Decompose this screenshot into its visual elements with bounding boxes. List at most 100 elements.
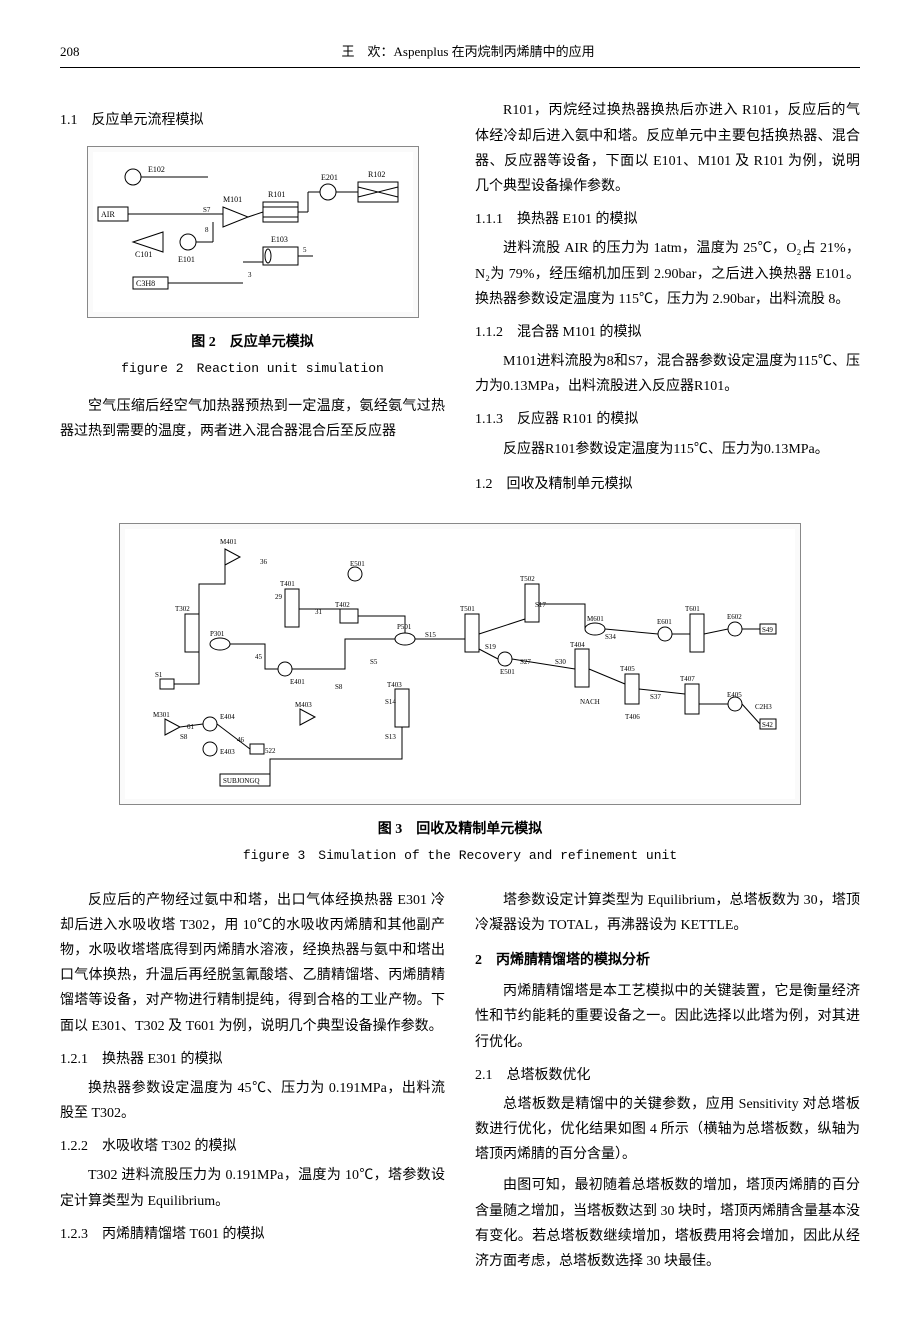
svg-text:31: 31 xyxy=(315,608,323,616)
svg-text:E401: E401 xyxy=(290,678,305,686)
right-col-top: R101，丙烷经过换热器换热后亦进入 R101，反应后的气体经冷却后进入氨中和塔… xyxy=(475,98,860,503)
svg-text:R102: R102 xyxy=(368,170,385,179)
svg-text:T501: T501 xyxy=(460,605,475,613)
header-spacer xyxy=(857,40,860,63)
svg-text:S30: S30 xyxy=(555,658,566,666)
bottom-columns: 反应后的产物经过氨中和塔，出口气体经换热器 E301 冷却后进入水吸收塔 T30… xyxy=(60,888,860,1281)
section-1-1-3: 1.1.3 反应器 R101 的模拟 xyxy=(475,407,860,432)
svg-text:S42: S42 xyxy=(762,721,773,729)
svg-text:P301: P301 xyxy=(210,630,225,638)
svg-text:E101: E101 xyxy=(178,255,195,264)
svg-text:S13: S13 xyxy=(385,733,396,741)
p-1-2-1: 换热器参数设定温度为 45℃、压力为 0.191MPa，出料流股至 T302。 xyxy=(60,1076,445,1126)
right-col-bottom: 塔参数设定计算类型为 Equilibrium，总塔板数为 30，塔顶冷凝器设为 … xyxy=(475,888,860,1281)
svg-text:M601: M601 xyxy=(587,615,604,623)
fig3-svg: M401 T302 P301 S1 M301 S8 61 E404 E403 4… xyxy=(125,529,795,799)
svg-text:C2H3: C2H3 xyxy=(755,703,772,711)
section-1-1-1: 1.1.1 换热器 E101 的模拟 xyxy=(475,207,860,232)
svg-text:8: 8 xyxy=(205,226,209,234)
svg-text:522: 522 xyxy=(265,747,276,755)
svg-text:T407: T407 xyxy=(680,675,695,683)
svg-text:S17: S17 xyxy=(535,601,546,609)
svg-text:T402: T402 xyxy=(335,601,350,609)
svg-text:S8: S8 xyxy=(335,683,343,691)
svg-text:E501: E501 xyxy=(500,668,515,676)
svg-text:S37: S37 xyxy=(650,693,661,701)
svg-text:M301: M301 xyxy=(153,711,170,719)
svg-text:E404: E404 xyxy=(220,713,235,721)
svg-text:T404: T404 xyxy=(570,641,585,649)
p-2-1a: 总塔板数是精馏中的关键参数，应用 Sensitivity 对总塔板数进行优化，优… xyxy=(475,1092,860,1168)
svg-text:T401: T401 xyxy=(280,580,295,588)
svg-text:NACH: NACH xyxy=(580,698,600,706)
svg-text:S1: S1 xyxy=(155,671,163,679)
svg-text:M401: M401 xyxy=(220,538,237,546)
figure-3-block: M401 T302 P301 S1 M301 S8 61 E404 E403 4… xyxy=(60,523,860,868)
svg-text:C101: C101 xyxy=(135,250,152,259)
p-1-1-3: 反应器R101参数设定温度为115℃、压力为0.13MPa。 xyxy=(475,437,860,462)
svg-text:T403: T403 xyxy=(387,681,402,689)
section-1-2: 1.2 回收及精制单元模拟 xyxy=(475,472,860,497)
svg-text:M101: M101 xyxy=(223,195,242,204)
svg-text:S49: S49 xyxy=(762,626,773,634)
svg-text:AIR: AIR xyxy=(101,210,115,219)
svg-text:3: 3 xyxy=(248,271,252,279)
figure-3-diagram: M401 T302 P301 S1 M301 S8 61 E404 E403 4… xyxy=(119,523,801,805)
svg-text:S27: S27 xyxy=(520,658,531,666)
svg-text:46: 46 xyxy=(237,736,245,744)
svg-text:T502: T502 xyxy=(520,575,535,583)
section-2-1: 2.1 总塔板数优化 xyxy=(475,1063,860,1088)
p-1-2-2: T302 进料流股压力为 0.191MPa，温度为 10℃，塔参数设定计算类型为… xyxy=(60,1163,445,1213)
section-1-2-3: 1.2.3 丙烯腈精馏塔 T601 的模拟 xyxy=(60,1222,445,1247)
fig2-caption-en: figure 2 Reaction unit simulation xyxy=(60,357,445,380)
svg-text:45: 45 xyxy=(255,653,263,661)
svg-text:T405: T405 xyxy=(620,665,635,673)
page-header: 208 王 欢：Aspenplus 在丙烷制丙烯腈中的应用 xyxy=(60,40,860,68)
fig2-svg: E102 AIR C101 E101 C3H8 M101 R101 E103 xyxy=(93,152,413,312)
svg-text:M403: M403 xyxy=(295,701,312,709)
left-col-bottom: 反应后的产物经过氨中和塔，出口气体经换热器 E301 冷却后进入水吸收塔 T30… xyxy=(60,888,445,1281)
section-1-1-2: 1.1.2 混合器 M101 的模拟 xyxy=(475,320,860,345)
svg-text:S15: S15 xyxy=(425,631,436,639)
section-1-1: 1.1 反应单元流程模拟 xyxy=(60,108,445,133)
svg-text:C3H8: C3H8 xyxy=(136,279,155,288)
svg-text:S19: S19 xyxy=(485,643,496,651)
svg-text:S7: S7 xyxy=(203,206,211,214)
svg-text:T302: T302 xyxy=(175,605,190,613)
svg-text:SUBJONGQ: SUBJONGQ xyxy=(223,777,260,785)
p-1-2-3: 塔参数设定计算类型为 Equilibrium，总塔板数为 30，塔顶冷凝器设为 … xyxy=(475,888,860,938)
running-title: 王 欢：Aspenplus 在丙烷制丙烯腈中的应用 xyxy=(342,40,595,63)
fig3-caption-cn: 图 3 回收及精制单元模拟 xyxy=(60,817,860,842)
svg-text:T601: T601 xyxy=(685,605,700,613)
svg-text:5: 5 xyxy=(303,246,307,254)
svg-text:E201: E201 xyxy=(321,173,338,182)
left-bottom-para1: 反应后的产物经过氨中和塔，出口气体经换热器 E301 冷却后进入水吸收塔 T30… xyxy=(60,888,445,1039)
svg-text:P501: P501 xyxy=(397,623,412,631)
svg-text:T406: T406 xyxy=(625,713,640,721)
fig3-caption-en: figure 3 Simulation of the Recovery and … xyxy=(60,844,860,867)
page-number: 208 xyxy=(60,40,80,63)
left-top-para1: 空气压缩后经空气加热器预热到一定温度，氨经氨气过热器过热到需要的温度，两者进入混… xyxy=(60,394,445,444)
svg-text:R101: R101 xyxy=(268,190,285,199)
svg-text:S8: S8 xyxy=(180,733,188,741)
svg-text:S14: S14 xyxy=(385,698,396,706)
svg-text:E403: E403 xyxy=(220,748,235,756)
svg-text:61: 61 xyxy=(187,723,195,731)
p-2-1b: 由图可知，最初随着总塔板数的增加，塔顶丙烯腈的百分含量随之增加，当塔板数达到 3… xyxy=(475,1173,860,1274)
svg-text:E103: E103 xyxy=(271,235,288,244)
left-col-top: 1.1 反应单元流程模拟 E102 AIR C101 E101 C3H8 M10… xyxy=(60,98,445,503)
fig2-caption-cn: 图 2 反应单元模拟 xyxy=(60,330,445,355)
section-1-2-1: 1.2.1 换热器 E301 的模拟 xyxy=(60,1047,445,1072)
right-top-para1: R101，丙烷经过换热器换热后亦进入 R101，反应后的气体经冷却后进入氨中和塔… xyxy=(475,98,860,199)
p-1-1-2: M101进料流股为8和S7，混合器参数设定温度为115℃、压力为0.13MPa，… xyxy=(475,349,860,399)
svg-text:36: 36 xyxy=(260,558,268,566)
svg-text:E501: E501 xyxy=(350,560,365,568)
svg-text:E601: E601 xyxy=(657,618,672,626)
figure-2-diagram: E102 AIR C101 E101 C3H8 M101 R101 E103 xyxy=(87,146,419,318)
svg-text:E405: E405 xyxy=(727,691,742,699)
svg-text:E602: E602 xyxy=(727,613,742,621)
section-2: 2 丙烯腈精馏塔的模拟分析 xyxy=(475,948,860,973)
p-2: 丙烯腈精馏塔是本工艺模拟中的关键装置，它是衡量经济性和节约能耗的重要设备之一。因… xyxy=(475,979,860,1055)
svg-text:E102: E102 xyxy=(148,165,165,174)
svg-text:29: 29 xyxy=(275,593,283,601)
